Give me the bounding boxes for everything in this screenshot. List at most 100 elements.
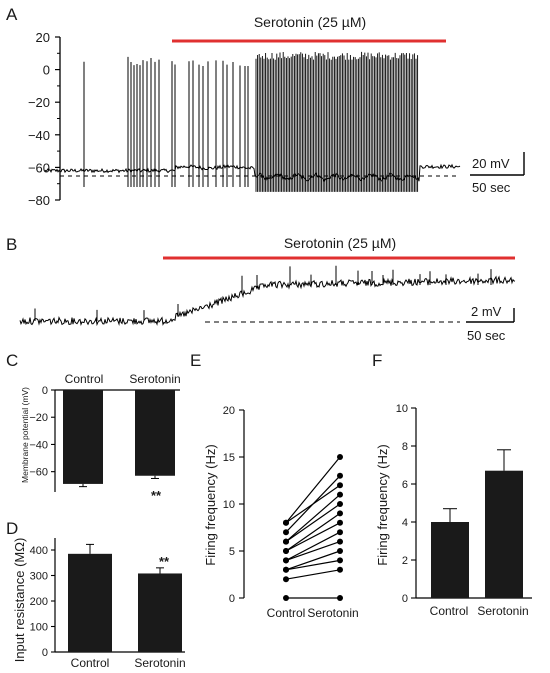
panel-e-pair-line [285, 456, 341, 524]
panel-e-y-tick-label: 20 [223, 405, 235, 417]
panel-f-y-tick-label: 2 [402, 555, 408, 567]
panel-e-serotonin-point [337, 501, 343, 507]
panel-f-y-tick-label: 8 [402, 441, 408, 453]
panel-c: Membrane potential (mV) 0 −20 −40 −60 Contr… [20, 372, 181, 503]
panel-f-bar [485, 470, 523, 598]
panel-c-category-control: Control [65, 372, 104, 386]
panel-c-bar [63, 390, 103, 484]
panel-a-scale-mv-label: 20 mV [472, 156, 510, 171]
panel-e-control-point [283, 566, 289, 573]
panel-c-bar [135, 390, 175, 476]
panel-d: Input resistance (MΩ) 400 300 200 100 0 Cont… [12, 538, 186, 670]
panel-e: Firing frequency (Hz) 20 15 10 5 0 Control S… [203, 405, 359, 620]
panel-e-serotonin-point [337, 491, 343, 498]
panel-e-pair-line [285, 484, 341, 524]
panel-f-category-serotonin: Serotonin [477, 604, 528, 618]
panel-d-y-tick-label: 200 [30, 596, 48, 608]
panel-d-y-tick-label: 400 [30, 545, 48, 557]
panel-e-pair-line [285, 541, 341, 561]
panel-b-scale-mv-label: 2 mV [471, 304, 502, 319]
panel-e-y-axis-title: Firing frequency (Hz) [203, 444, 218, 565]
panel-c-category-serotonin: Serotonin [129, 372, 180, 386]
panel-e-y-tick-label: 15 [223, 452, 235, 464]
panel-e-serotonin-point [337, 472, 343, 479]
panel-a-y-tick-label: −20 [28, 95, 50, 110]
panel-a-y-ticks: 20 0 −20 −40 −60 −80 [28, 30, 60, 208]
panel-c-significance: ** [151, 488, 162, 503]
panel-c-y-axis-title: Membrane potential (mV) [20, 387, 30, 483]
panel-e-category-serotonin: Serotonin [307, 606, 358, 620]
panel-a: Serotonin (25 µM) 200−20−40−60−80 20 mV … [28, 14, 525, 208]
panel-e-serotonin-point [337, 482, 343, 489]
panel-b: Serotonin (25 µM) 2 mV 50 sec [19, 235, 516, 343]
panel-a-spikes [83, 51, 419, 192]
panel-e-pair-line [285, 494, 341, 543]
panel-e-pair-line [285, 503, 341, 543]
panel-d-y-tick-label: 100 [30, 622, 48, 634]
panel-f-y-tick-label: 4 [402, 517, 408, 529]
panel-d-bar [138, 573, 182, 652]
panel-d-y-axis-title: Input resistance (MΩ) [12, 538, 27, 663]
panel-f-y-ticks: 10 8 6 4 2 0 [396, 403, 416, 605]
panel-e-serotonin-point [337, 538, 343, 545]
panel-c-y-tick-label: −60 [29, 467, 48, 479]
panel-b-voltage-trace [19, 275, 516, 327]
panel-b-drug-label: Serotonin (25 µM) [284, 235, 396, 251]
panel-e-y-tick-label: 5 [229, 546, 235, 558]
panel-letter-a: A [6, 5, 18, 24]
panel-e-y-tick-label: 0 [229, 593, 235, 605]
panel-b-spikes [34, 265, 492, 321]
panel-d-category-serotonin: Serotonin [134, 656, 185, 670]
panel-a-y-tick-label: 20 [36, 30, 50, 45]
panel-e-pair-line [285, 522, 341, 552]
panel-a-drug-label: Serotonin (25 µM) [254, 14, 366, 30]
panel-e-serotonin-point [337, 454, 343, 460]
panel-a-y-tick-label: −60 [28, 160, 50, 175]
panel-e-serotonin-point [337, 557, 343, 564]
panel-e-serotonin-point [337, 548, 343, 554]
panel-a-scale-sec-label: 50 sec [472, 180, 511, 195]
panel-e-control-point [283, 595, 289, 601]
panel-letter-d: D [6, 519, 18, 538]
panel-f-y-axis-title: Firing frequency (Hz) [375, 444, 390, 565]
panel-f-y-tick-label: 6 [402, 479, 408, 491]
panel-c-y-tick-label: −40 [29, 439, 48, 451]
panel-f-y-tick-label: 10 [396, 403, 408, 415]
panel-e-serotonin-point [337, 519, 343, 526]
panel-e-control-point [283, 557, 289, 564]
panel-f-bar [431, 522, 469, 598]
panel-a-y-tick-label: −80 [28, 193, 50, 208]
panel-c-y-tick-label: −20 [29, 412, 48, 424]
panel-e-control-point [283, 538, 289, 545]
panel-c-y-ticks: 0 −20 −40 −60 [29, 385, 55, 479]
panel-c-bars [63, 390, 175, 488]
panel-e-control-point [283, 576, 289, 583]
panel-a-y-tick-label: −40 [28, 128, 50, 143]
panel-f-category-control: Control [430, 604, 469, 618]
panel-e-pair-line [285, 550, 341, 571]
panel-f-y-tick-label: 0 [402, 593, 408, 605]
panel-d-y-ticks: 400 300 200 100 0 [30, 545, 55, 659]
panel-e-paired-lines [283, 454, 343, 601]
panel-d-bars [68, 543, 182, 652]
panel-e-pair-line [285, 559, 341, 571]
panel-letter-e: E [190, 351, 201, 370]
panel-e-pair-line [285, 512, 341, 552]
panel-e-serotonin-point [337, 529, 343, 536]
panel-e-category-control: Control [267, 606, 306, 620]
panel-e-y-tick-label: 10 [223, 499, 235, 511]
panel-f-bars [431, 449, 523, 598]
panel-e-serotonin-point [337, 595, 343, 601]
panel-letter-f: F [372, 351, 382, 370]
panel-a-voltage-trace [44, 163, 461, 182]
panel-f: Firing frequency (Hz) 10 8 6 4 2 0 Control Se… [375, 403, 532, 618]
panel-letter-b: B [6, 235, 17, 254]
panel-d-category-control: Control [71, 656, 110, 670]
panel-e-pair-line [285, 531, 341, 561]
panel-d-y-tick-label: 0 [42, 647, 48, 659]
panel-a-y-tick-label: 0 [43, 63, 50, 78]
panel-d-significance: ** [159, 554, 170, 569]
panel-c-y-tick-label: 0 [42, 385, 48, 397]
panel-e-serotonin-point [337, 510, 343, 517]
